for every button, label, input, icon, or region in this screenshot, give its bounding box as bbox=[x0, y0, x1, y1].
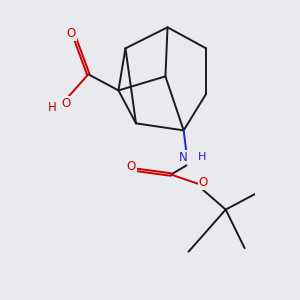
Text: N: N bbox=[179, 151, 188, 164]
Text: H: H bbox=[47, 101, 56, 114]
Text: O: O bbox=[199, 176, 208, 189]
Text: O: O bbox=[67, 27, 76, 40]
Text: O: O bbox=[61, 97, 70, 110]
Text: H: H bbox=[198, 152, 206, 162]
Text: O: O bbox=[126, 160, 136, 173]
